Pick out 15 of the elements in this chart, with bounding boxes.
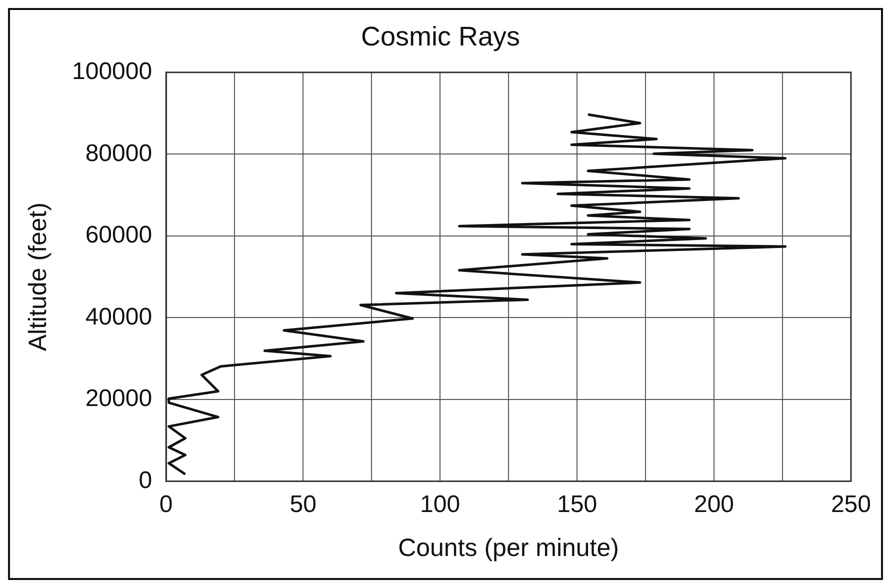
y-axis-title: Altitude (feet)	[24, 202, 52, 352]
x-tick-label: 200	[694, 491, 734, 518]
chart-title: Cosmic Rays	[360, 22, 520, 52]
x-tick-label: 150	[557, 491, 598, 518]
y-tick-label: 80000	[85, 140, 152, 167]
x-tick-label: 0	[159, 491, 173, 518]
y-tick-label: 20000	[85, 385, 152, 412]
x-tick-label: 100	[420, 491, 460, 518]
y-tick-label: 40000	[85, 303, 152, 330]
y-tick-label: 0	[138, 466, 152, 494]
y-tick-label: 60000	[85, 222, 152, 249]
x-axis-title: Counts (per minute)	[398, 534, 619, 562]
x-tick-label: 50	[290, 491, 316, 518]
y-tick-label: 100000	[72, 58, 152, 86]
x-tick-label: 250	[830, 491, 871, 518]
